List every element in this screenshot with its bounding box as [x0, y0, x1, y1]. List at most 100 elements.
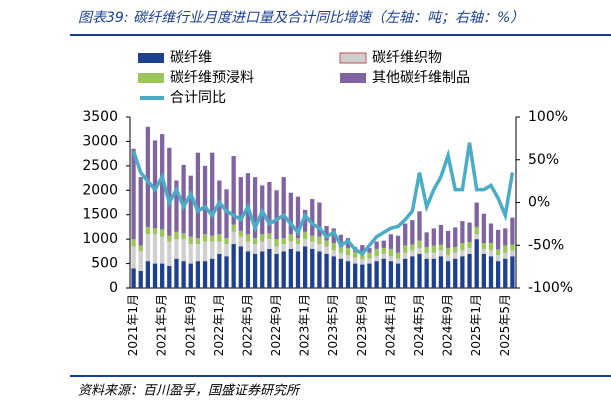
- bar: [445, 247, 451, 256]
- bar: [495, 249, 501, 256]
- bar: [503, 258, 508, 288]
- bar: [152, 228, 158, 235]
- bar: [167, 235, 172, 242]
- bar: [367, 252, 372, 259]
- bar: [353, 263, 358, 288]
- bar: [474, 234, 479, 240]
- x-tick-label: 2025年5月: [498, 294, 512, 356]
- bar: [488, 223, 494, 244]
- x-tick-label: 2023年5月: [326, 294, 340, 356]
- bar: [367, 263, 372, 288]
- bar: [374, 256, 379, 262]
- bar: [252, 238, 258, 245]
- bar: [331, 256, 336, 288]
- bar: [331, 243, 336, 251]
- bar: [388, 248, 394, 257]
- bar: [174, 258, 179, 288]
- x-tick-label: 2021年9月: [183, 294, 197, 356]
- y-tick-label: 3500: [82, 109, 118, 125]
- bar: [395, 235, 401, 253]
- bar: [188, 263, 193, 288]
- bar: [238, 246, 243, 288]
- bar: [267, 239, 272, 249]
- bar: [324, 225, 329, 241]
- bar: [424, 258, 429, 288]
- bar: [388, 261, 394, 288]
- bar: [367, 258, 372, 264]
- bar: [288, 234, 293, 242]
- bar: [181, 239, 186, 262]
- bar: [202, 165, 208, 235]
- y2-tick-label: 100%: [528, 109, 568, 125]
- bar: [338, 234, 344, 247]
- bar: [167, 147, 172, 236]
- bar: [174, 231, 179, 240]
- bar: [410, 244, 415, 251]
- legend-label: 合计同比: [170, 90, 226, 106]
- bar: [252, 253, 258, 288]
- bar: [410, 250, 415, 257]
- bar: [138, 270, 143, 288]
- bar: [188, 236, 193, 245]
- bar: [474, 239, 479, 288]
- bar: [360, 264, 365, 288]
- bar: [381, 253, 386, 259]
- bar: [317, 244, 322, 252]
- bar: [503, 245, 508, 253]
- bar: [224, 238, 229, 245]
- bar: [274, 190, 279, 240]
- bar: [424, 252, 429, 259]
- bar: [481, 248, 486, 254]
- bar: [224, 189, 229, 239]
- bar: [453, 246, 458, 253]
- legend-swatch: [340, 73, 366, 83]
- bar: [260, 251, 265, 288]
- bar: [238, 230, 243, 237]
- legend-label: 碳纤维织物: [372, 50, 442, 66]
- bar: [338, 258, 344, 288]
- bar: [324, 240, 329, 247]
- bar: [174, 239, 179, 259]
- y-tick-label: 1000: [82, 231, 118, 247]
- bar: [238, 236, 243, 247]
- bar: [324, 246, 329, 254]
- bar: [152, 263, 158, 288]
- y-tick-label: 500: [91, 256, 118, 272]
- bar: [353, 251, 358, 258]
- bar: [260, 234, 265, 242]
- bar: [467, 222, 472, 243]
- bar: [338, 246, 344, 253]
- y-tick-label: 3000: [82, 133, 118, 149]
- bar: [424, 246, 429, 253]
- bar: [438, 256, 444, 288]
- bar: [231, 224, 236, 232]
- bar: [202, 261, 208, 288]
- bar: [295, 251, 301, 288]
- bar: [238, 177, 243, 231]
- x-tick-label: 2024年1月: [383, 294, 397, 356]
- bar: [231, 244, 236, 288]
- bar: [310, 248, 315, 288]
- y2-tick-label: -50%: [528, 237, 564, 253]
- bar: [360, 252, 365, 260]
- bar: [445, 230, 451, 248]
- y2-tick-label: -100%: [528, 280, 573, 296]
- bar: [245, 251, 251, 288]
- x-tick-label: 2023年9月: [355, 294, 369, 356]
- bar: [460, 243, 465, 251]
- bar: [395, 263, 401, 288]
- x-tick-label: 2021年1月: [126, 294, 140, 356]
- bar: [217, 234, 222, 242]
- bar: [174, 180, 179, 232]
- bar: [410, 220, 415, 245]
- bar: [345, 255, 351, 262]
- bar: [302, 239, 308, 247]
- bar: [252, 244, 258, 254]
- bar: [302, 231, 308, 240]
- bar: [331, 250, 336, 257]
- bar: [210, 152, 215, 236]
- x-tick-label: 2024年9月: [441, 294, 455, 356]
- legend-label: 碳纤维预浸料: [170, 70, 254, 86]
- bar: [488, 256, 494, 288]
